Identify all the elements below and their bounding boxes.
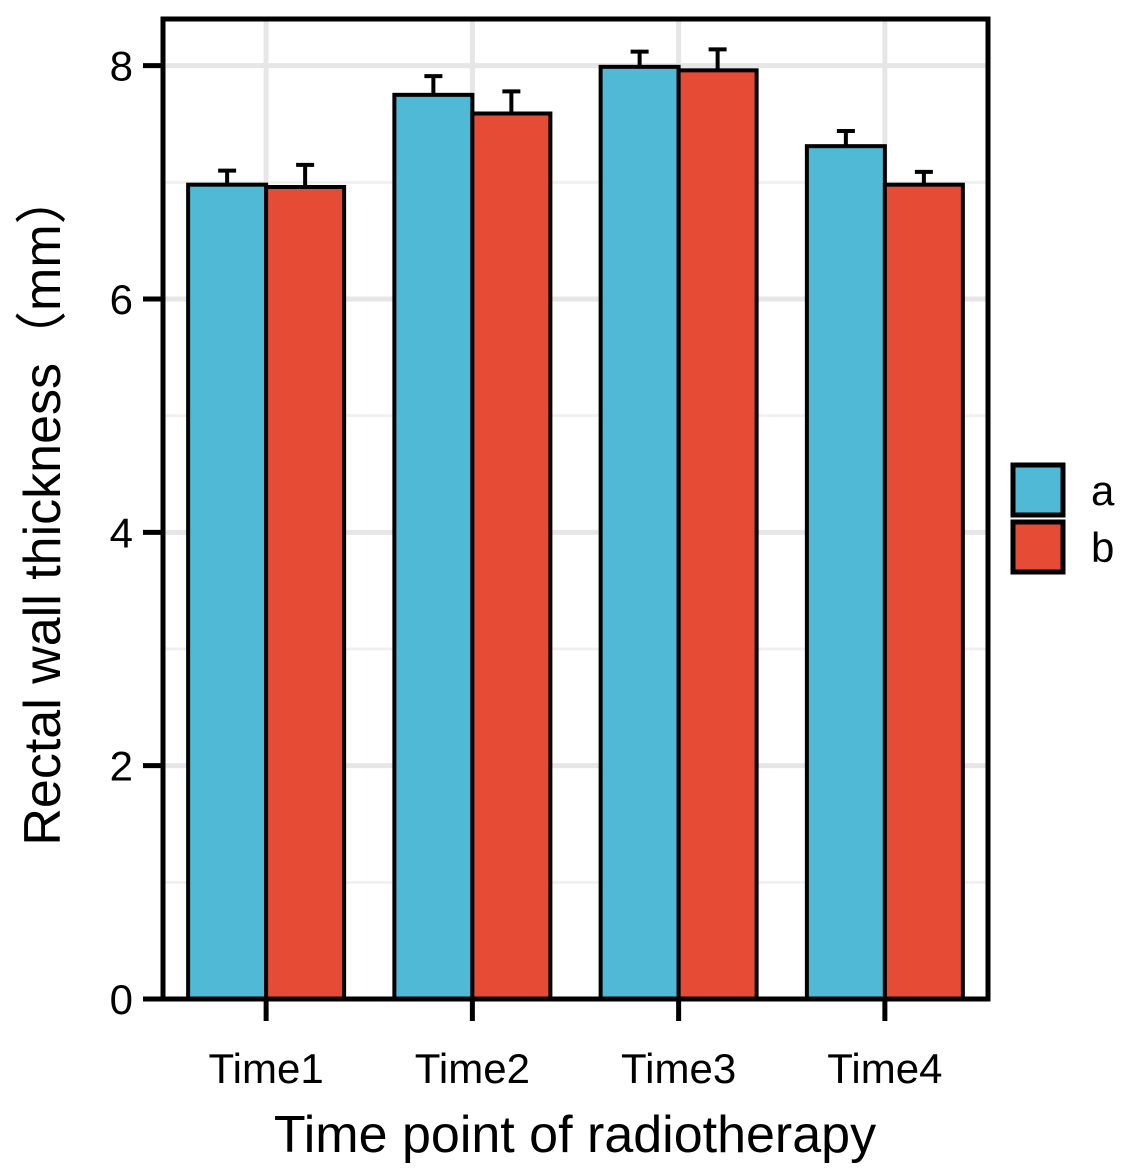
x-axis-title: Time point of radiotherapy [274, 1106, 876, 1164]
legend-label-b: b [1091, 524, 1114, 571]
y-tick-label: 8 [110, 43, 133, 90]
x-tick-label: Time1 [209, 1045, 324, 1092]
y-tick-label: 0 [110, 976, 133, 1023]
legend-label-a: a [1091, 467, 1115, 514]
bar-a-Time1 [186, 182, 269, 1001]
legend-swatch-b [1010, 519, 1066, 575]
bar-a-Time4 [804, 144, 887, 1001]
bar-a-Time2 [392, 92, 475, 1002]
bar-b-Time2 [470, 111, 553, 1001]
bar-b-Time1 [264, 185, 347, 1001]
bar-b-Time3 [676, 68, 759, 1002]
bars [186, 64, 965, 1002]
plot-border [160, 16, 991, 1002]
y-tick-label: 4 [110, 509, 133, 556]
y-tick-label: 6 [110, 276, 133, 323]
legend-swatch-a [1010, 462, 1066, 518]
bar-b-Time4 [882, 182, 965, 1001]
x-tick-label: Time3 [621, 1045, 736, 1092]
x-tick-label: Time2 [415, 1045, 530, 1092]
axes: 0 2 4 6 8 Time1 Time2 Time3 Time4 [110, 43, 943, 1092]
y-axis-title: Rectal wall thickness（mm） [14, 172, 72, 845]
x-tick-label: Time4 [827, 1045, 942, 1092]
error-bars [218, 47, 933, 187]
legend: ab [1010, 462, 1115, 575]
bar-a-Time3 [598, 64, 681, 1002]
y-tick-label: 2 [110, 743, 133, 790]
